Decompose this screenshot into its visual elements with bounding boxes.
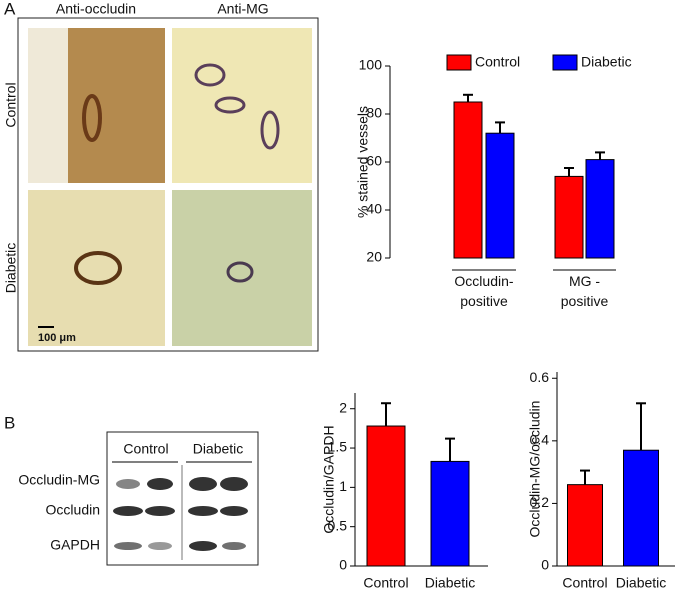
bar bbox=[430, 460, 470, 567]
row-label: Control bbox=[3, 82, 19, 127]
bar bbox=[585, 159, 615, 259]
y-tick-label: 60 bbox=[366, 153, 382, 169]
vessel bbox=[194, 63, 226, 87]
row-label: Diabetic bbox=[3, 243, 19, 294]
legend-label: Control bbox=[475, 54, 520, 70]
y-tick-label: 2 bbox=[339, 399, 347, 415]
micrograph bbox=[172, 190, 312, 346]
bar bbox=[623, 449, 659, 567]
blot-row-label: Occludin bbox=[46, 502, 100, 518]
bar bbox=[366, 425, 406, 567]
y-tick-label: 0.5 bbox=[328, 517, 348, 533]
bar bbox=[485, 132, 515, 259]
y-tick-label: 1 bbox=[339, 478, 347, 494]
bar bbox=[554, 175, 584, 259]
y-tick-label: 0.6 bbox=[530, 369, 550, 385]
y-axis-label: Occludin-MG/occludin bbox=[527, 401, 543, 538]
vessel bbox=[226, 261, 254, 283]
vessel bbox=[82, 94, 102, 142]
y-tick-label: 40 bbox=[366, 201, 382, 217]
x-tick-label: Control bbox=[562, 575, 607, 591]
legend-swatch bbox=[552, 54, 578, 71]
vessel bbox=[260, 110, 280, 150]
blot-group: Diabetic bbox=[193, 441, 244, 457]
panel-label: A bbox=[4, 0, 16, 18]
micrograph bbox=[172, 28, 312, 183]
y-tick-label: 1.5 bbox=[328, 439, 348, 455]
y-tick-label: 0 bbox=[339, 557, 347, 573]
column-title: Anti-MG bbox=[217, 1, 268, 17]
y-axis-label: % stained vessels bbox=[355, 106, 371, 218]
y-tick-label: 0.4 bbox=[530, 432, 550, 448]
legend-swatch bbox=[446, 54, 472, 71]
blot-row-label: Occludin-MG bbox=[18, 472, 100, 488]
legend-label: Diabetic bbox=[581, 54, 632, 70]
y-axis-label: Occludin/GAPDH bbox=[321, 425, 337, 533]
bar bbox=[453, 101, 483, 259]
micrograph bbox=[28, 190, 165, 346]
x-tick-label: MG -positive bbox=[561, 273, 609, 309]
y-tick-label: 0.2 bbox=[530, 494, 550, 510]
x-tick-label: Diabetic bbox=[425, 575, 476, 591]
blot-group: Control bbox=[123, 441, 168, 457]
column-title: Anti-occludin bbox=[56, 1, 136, 17]
y-tick-label: 0 bbox=[541, 557, 549, 573]
panel-label: B bbox=[4, 413, 15, 432]
y-tick-label: 20 bbox=[366, 249, 382, 265]
vessel bbox=[74, 251, 122, 285]
bar bbox=[567, 484, 603, 567]
x-tick-label: Control bbox=[363, 575, 408, 591]
micrograph-region bbox=[28, 28, 68, 183]
x-tick-label: Occludin-positive bbox=[454, 273, 513, 309]
scale-bar-label: 100 μm bbox=[38, 332, 76, 344]
blot-bands bbox=[113, 477, 248, 551]
vessel bbox=[214, 96, 246, 114]
y-tick-label: 80 bbox=[366, 105, 382, 121]
y-tick-label: 100 bbox=[359, 57, 383, 73]
blot-row-label: GAPDH bbox=[50, 537, 100, 553]
x-tick-label: Diabetic bbox=[616, 575, 667, 591]
